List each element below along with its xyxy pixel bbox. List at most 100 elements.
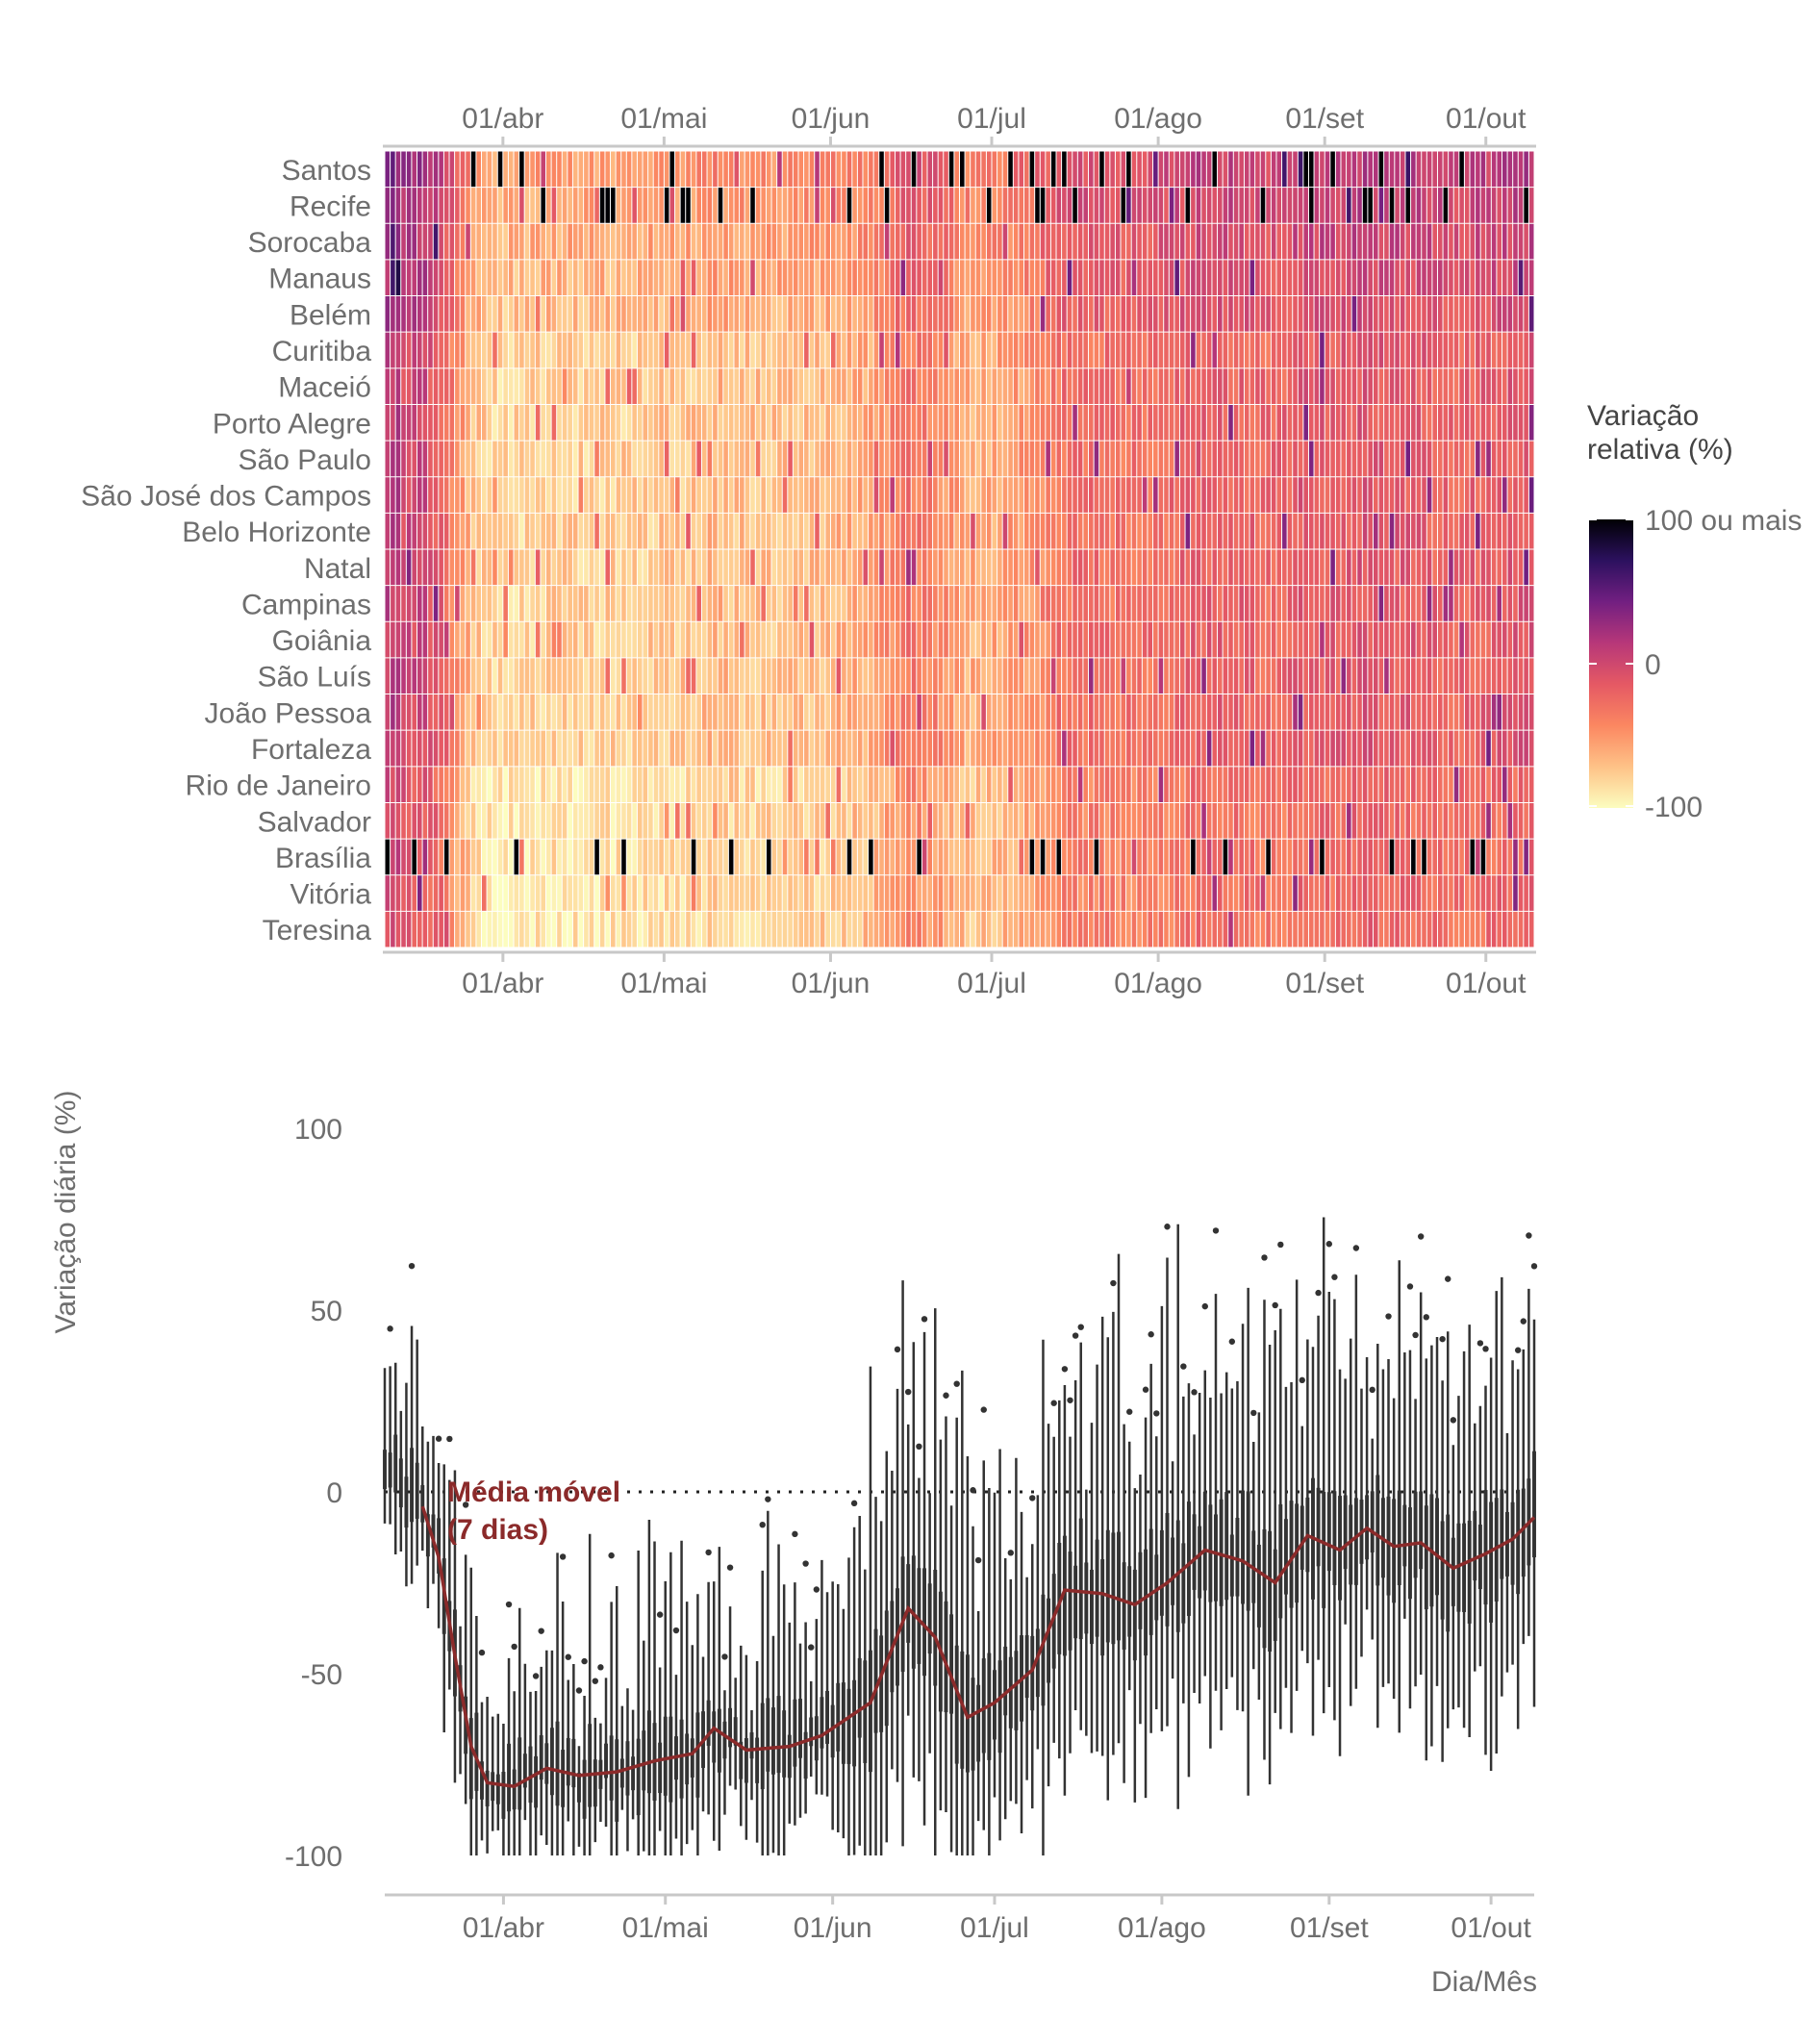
heatmap-cell [1502,766,1508,803]
heatmap-cell [599,839,605,875]
heatmap-cell [889,730,896,767]
heatmap-cell [1082,657,1089,694]
heatmap-cell [406,476,412,514]
heatmap-cell [1115,549,1122,586]
heatmap-cell [970,332,976,368]
heatmap-cell [932,621,939,658]
heatmap-cell [878,874,885,912]
heatmap-cell [1507,441,1513,477]
heatmap-cell [695,513,702,549]
heatmap-cell [1029,332,1035,368]
heatmap-cell [664,694,669,731]
heatmap-cell [695,295,702,333]
heatmap-cell [610,151,617,188]
heatmap-cell [1351,404,1357,442]
heatmap-cell [680,476,686,514]
heatmap-cell [739,367,745,405]
heatmap-cell [1410,839,1417,875]
heatmap-cell [1351,730,1357,767]
heatmap-cell [653,874,659,912]
heatmap-cell [1152,766,1159,803]
heatmap-cell [1496,549,1502,586]
heatmap-cell [809,730,815,767]
heatmap-cell [1131,839,1137,875]
heatmap-cell [766,404,772,442]
heatmap-cell [508,513,515,549]
heatmap-cell [669,404,675,442]
heatmap-cell [647,549,654,586]
heatmap-cell [1410,766,1417,803]
heatmap-cell [545,621,552,658]
heatmap-cell [824,441,831,477]
heatmap-cell [556,259,563,296]
heatmap-cell [1217,151,1224,188]
heatmap-cell [938,911,944,947]
heatmap-cell [733,441,740,477]
heatmap-cell [1346,151,1352,188]
heatmap-cell [669,549,675,586]
heatmap-cell [878,911,885,947]
heatmap-cell [797,151,804,188]
heatmap-cell [830,295,837,333]
heatmap-cell [449,187,455,224]
heatmap-cell [433,295,439,333]
heatmap-cell [814,151,820,188]
heatmap-cell [787,585,794,622]
heatmap-cell [744,151,750,188]
heatmap-cell [1512,223,1519,260]
heatmap-cell [475,151,482,188]
heatmap-cell [744,187,750,224]
heatmap-cell [1485,332,1492,368]
heatmap-cell [911,839,917,875]
heatmap-cell [1528,367,1534,405]
heatmap-cell [1271,332,1276,368]
heatmap-cell [1098,657,1105,694]
heatmap-cell [722,295,729,333]
heatmap-cell [1325,730,1330,767]
heatmap-cell [970,621,976,658]
heatmap-cell [1045,476,1051,514]
heatmap-cell [1416,874,1422,912]
heatmap-cell [1356,839,1363,875]
heatmap-cell [980,223,987,260]
heatmap-cell [1088,223,1095,260]
heatmap-cell [1211,839,1218,875]
heatmap-cell [1523,766,1529,803]
heatmap-cell [1094,549,1099,586]
heatmap-cell [712,476,719,514]
heatmap-cell [562,259,568,296]
heatmap-cell [1045,259,1051,296]
heatmap-cell [986,513,993,549]
heatmap-cell [1335,839,1341,875]
heatmap-cell [637,223,644,260]
heatmap-cell [1421,259,1427,296]
heatmap-cell [1238,657,1245,694]
heatmap-cell [647,621,654,658]
heatmap-cell [959,151,966,188]
heatmap-cell [1485,441,1492,477]
heatmap-cell [997,476,1003,514]
heatmap-cell [846,223,852,260]
heatmap-cell [406,151,412,188]
heatmap-cell [572,621,579,658]
heatmap-cell [1416,549,1422,586]
heatmap-cell [583,187,590,224]
heatmap-cell [1528,802,1534,840]
heatmap-x-tick-label: 01/ago [1114,968,1202,999]
heatmap-cell [1018,367,1024,405]
heatmap-city-label: Belém [290,299,371,331]
heatmap-cell [1325,657,1330,694]
heatmap-cell [1002,585,1008,622]
heatmap-cell [943,585,949,622]
heatmap-cell [1351,513,1357,549]
heatmap-cell [787,766,794,803]
heatmap-cell [728,259,734,296]
heatmap-cell [664,621,669,658]
heatmap-city-label: São Luís [258,662,371,694]
heatmap-cell [1298,549,1303,586]
heatmap-cell [1302,187,1309,224]
heatmap-cell [1480,223,1486,260]
heatmap-cell [1098,295,1105,333]
heatmap-cell [1512,839,1519,875]
heatmap-cell [841,874,847,912]
